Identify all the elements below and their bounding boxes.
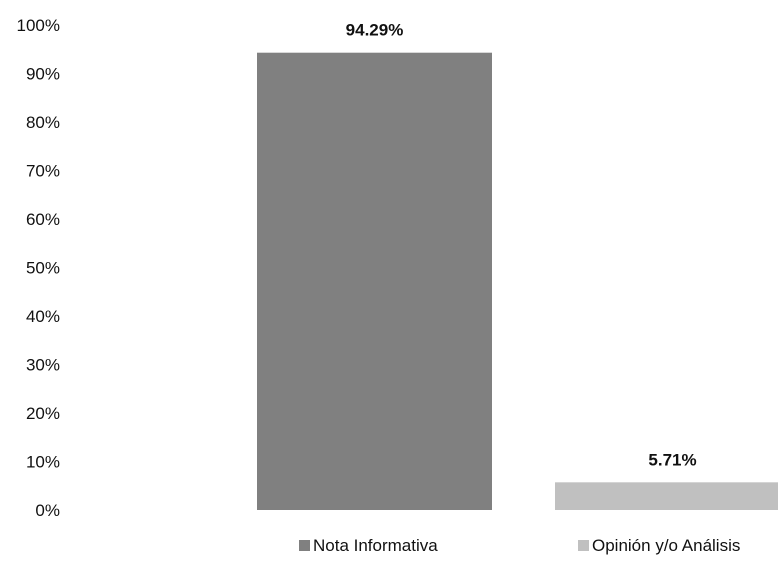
legend-swatch-opinion-y-o-analisis — [578, 540, 589, 551]
data-label-nota-informativa: 94.29% — [346, 21, 404, 40]
legend-label-opinion-y-o-analisis: Opinión y/o Análisis — [592, 536, 740, 555]
y-tick-label: 60% — [26, 210, 60, 229]
y-tick-label: 10% — [26, 453, 60, 472]
legend-swatch-nota-informativa — [299, 540, 310, 551]
data-label-opinion-y-o-analisis: 5.71% — [648, 450, 696, 469]
legend: Nota Informativa Opinión y/o Análisis — [299, 536, 740, 555]
y-tick-label: 90% — [26, 65, 60, 84]
y-tick-label: 0% — [35, 501, 60, 520]
y-tick-label: 100% — [17, 16, 60, 35]
bars — [257, 52, 778, 510]
y-tick-label: 30% — [26, 356, 60, 375]
data-labels: 94.29% 5.71% — [346, 21, 697, 470]
y-tick-label: 20% — [26, 404, 60, 423]
legend-label-nota-informativa: Nota Informativa — [313, 536, 438, 555]
bar-opinion-y-o-analisis — [555, 482, 778, 510]
bar-nota-informativa — [257, 52, 492, 510]
y-tick-label: 70% — [26, 162, 60, 181]
y-tick-label: 50% — [26, 259, 60, 278]
y-tick-label: 80% — [26, 113, 60, 132]
y-tick-label: 40% — [26, 307, 60, 326]
y-axis-ticks: 0% 10% 20% 30% 40% 50% 60% 70% 80% 90% 100% — [17, 16, 60, 520]
